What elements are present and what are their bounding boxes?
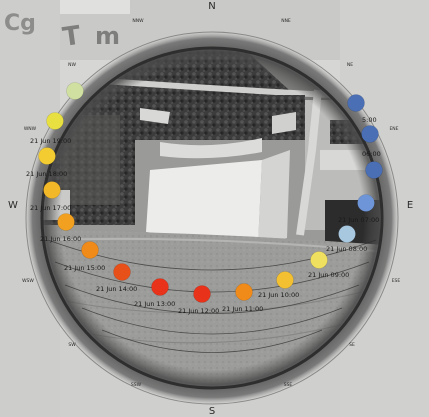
sun-position-p17: 21 Jun 19:00 <box>30 112 71 145</box>
sun-marker <box>46 112 64 130</box>
compass-sse: SSE <box>284 382 293 388</box>
sun-marker <box>151 278 169 296</box>
sun-position-p05: 21 Jun 07:00 <box>338 194 379 224</box>
sun-position-p11: 21 Jun 13:00 <box>134 278 175 308</box>
sun-positions: 5:00 06:00 21 Jun 07:00 21 Jun 08:00 21 Jun … <box>26 82 383 315</box>
sun-position-p03: 06:00 <box>362 150 383 179</box>
compass-labels: N S E W NNE NE ENE ESE SE SSE SSW SW WSW… <box>8 1 413 417</box>
sun-time-label: 21 Jun 10:00 <box>258 291 299 299</box>
compass-se: SE <box>349 342 355 348</box>
svg-text:m: m <box>95 22 120 50</box>
sun-time-label: 21 Jun 11:00 <box>222 305 263 313</box>
compass-w: W <box>8 200 18 211</box>
sun-position-p09: 21 Jun 11:00 <box>222 283 263 313</box>
sun-position-p02: 5:00 <box>361 116 379 143</box>
sun-marker <box>276 271 294 289</box>
sun-position-p16: 21 Jun 18:00 <box>26 147 67 178</box>
compass-ssw: SSW <box>131 382 142 388</box>
svg-text:Cg: Cg <box>4 11 36 36</box>
sun-marker <box>310 251 328 269</box>
compass-nw: NW <box>68 62 76 68</box>
compass-e: E <box>407 200 413 211</box>
sun-position-p12: 21 Jun 14:00 <box>96 263 137 293</box>
altitude-arcs <box>47 239 377 353</box>
compass-sw: SW <box>68 342 76 348</box>
sun-time-label: 21 Jun 09:00 <box>308 271 349 279</box>
sun-position-p13: 21 Jun 15:00 <box>64 241 105 272</box>
compass-nne: NNE <box>281 18 291 24</box>
horizon-ring <box>40 46 384 390</box>
compass-nnw: NNW <box>132 18 144 24</box>
sun-time-label: 21 Jun 08:00 <box>326 245 367 253</box>
sun-marker <box>357 194 375 212</box>
sun-time-label: 21 Jun 14:00 <box>96 285 137 293</box>
sun-time-label: 21 Jun 19:00 <box>30 137 71 145</box>
compass-wnw: WNW <box>24 126 37 132</box>
sun-marker <box>361 125 379 143</box>
sun-time-label: 21 Jun 18:00 <box>26 170 67 178</box>
sun-position-p07: 21 Jun 09:00 <box>308 251 349 279</box>
sun-marker <box>57 213 75 231</box>
sun-position-p18 <box>66 82 84 100</box>
outer-ring <box>25 31 399 405</box>
sun-marker <box>365 161 383 179</box>
sun-marker <box>43 181 61 199</box>
compass-ene: ENE <box>389 126 398 132</box>
sun-marker <box>235 283 253 301</box>
sun-position-p15: 21 Jun 17:00 <box>30 181 71 212</box>
compass-ne: NE <box>347 62 353 68</box>
sun-marker <box>66 82 84 100</box>
sun-time-label: 21 Jun 12:00 <box>178 307 219 315</box>
sun-time-label: 21 Jun 07:00 <box>338 216 379 224</box>
svg-text:T: T <box>61 21 83 53</box>
compass-ese: ESE <box>392 278 401 284</box>
sun-marker <box>38 147 56 165</box>
sun-time-label: 5:00 <box>362 116 377 124</box>
sun-marker <box>347 94 365 112</box>
sun-position-p01 <box>347 94 365 112</box>
sun-time-label: 06:00 <box>362 150 381 158</box>
sun-marker <box>113 263 131 281</box>
sun-position-p06: 21 Jun 08:00 <box>326 225 367 253</box>
sun-position-p14: 21 Jun 16:00 <box>40 213 81 243</box>
sun-marker <box>81 241 99 259</box>
sun-time-label: 21 Jun 17:00 <box>30 204 71 212</box>
sun-position-p10: 21 Jun 12:00 <box>178 285 219 315</box>
compass-n: N <box>208 1 215 12</box>
compass-wsw: WSW <box>22 278 34 284</box>
compass-rim <box>27 33 397 403</box>
sun-marker <box>338 225 356 243</box>
sun-time-label: 21 Jun 16:00 <box>40 235 81 243</box>
sun-marker <box>193 285 211 303</box>
sun-time-label: 21 Jun 15:00 <box>64 264 105 272</box>
sun-time-label: 21 Jun 13:00 <box>134 300 175 308</box>
sun-position-p08: 21 Jun 10:00 <box>258 271 299 299</box>
compass-s: S <box>209 406 215 417</box>
